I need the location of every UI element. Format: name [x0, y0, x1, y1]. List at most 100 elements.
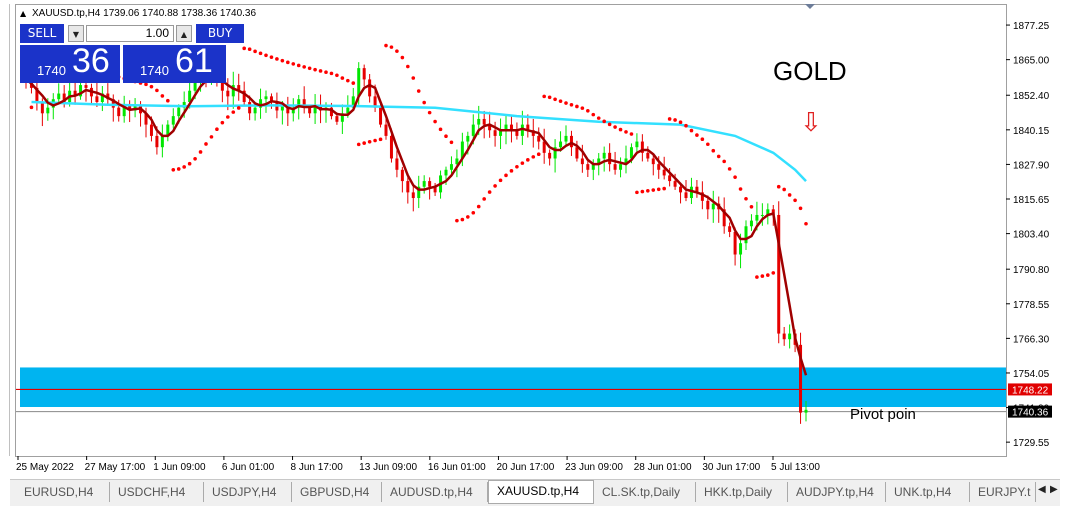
candle-body: [777, 214, 781, 334]
tabs-scroll-right-icon[interactable]: ▶: [1050, 484, 1058, 495]
candle-body: [602, 152, 606, 159]
sar-dot: [280, 58, 285, 63]
svg-text:1748.22: 1748.22: [1012, 385, 1049, 396]
candle-body: [384, 124, 388, 136]
candle-body: [100, 93, 104, 103]
tab-hkk[interactable]: HKK.tp,Daily: [696, 482, 788, 502]
tab-eurusd[interactable]: EURUSD,H4: [16, 482, 110, 502]
candle-body: [160, 135, 164, 148]
volume-up-icon[interactable]: ▲: [176, 25, 192, 42]
sar-dot: [416, 89, 421, 93]
sar-dot: [422, 100, 426, 105]
sar-dot: [722, 159, 726, 164]
tab-eurjpy[interactable]: EURJPY.t: [970, 482, 1036, 502]
volume-input[interactable]: 1.00: [86, 25, 174, 42]
candle-body: [411, 192, 415, 199]
candle-body: [122, 104, 126, 117]
tab-gbpusd[interactable]: GBPUSD,H4: [292, 482, 382, 502]
candle-body: [133, 104, 137, 111]
sar-dot: [558, 99, 563, 103]
candle-body: [111, 99, 115, 108]
buy-price-box[interactable]: 1740 61: [123, 42, 226, 83]
candle-body: [417, 186, 421, 199]
candle-body: [657, 164, 661, 170]
y-tick-label: 1778.55: [1013, 300, 1050, 311]
sar-dot: [367, 139, 372, 144]
sar-dot: [449, 140, 454, 145]
sar-dot: [515, 164, 519, 169]
scroll-marker[interactable]: [805, 4, 815, 9]
y-tick-label: 1877.25: [1013, 21, 1050, 32]
sar-dot: [651, 188, 656, 192]
candle-body: [782, 333, 786, 340]
tab-audjpy[interactable]: AUDJPY.tp,H4: [788, 482, 886, 502]
tab-audusd[interactable]: AUDUSD.tp,H4: [382, 482, 488, 502]
sar-dot: [351, 81, 356, 85]
tab-unk[interactable]: UNK.tp,H4: [886, 482, 970, 502]
sar-dot: [755, 275, 759, 279]
tab-xauusd[interactable]: XAUUSD.tp,H4: [488, 480, 594, 504]
sar-dot: [335, 73, 339, 78]
sar-dot: [635, 190, 639, 195]
pivot-label: Pivot poin: [850, 406, 916, 423]
sar-dot: [264, 53, 268, 58]
x-tick-label: 23 Jun 09:00: [565, 462, 623, 473]
sar-dot: [700, 137, 705, 142]
buy-button[interactable]: BUY: [196, 24, 244, 43]
header-arrow: ▲: [20, 9, 27, 18]
time-axis[interactable]: 25 May 2022 27 May 17:00 1 Jun 09:00 6 Jun …: [16, 456, 820, 473]
sar-dot: [400, 55, 405, 60]
sar-dot: [384, 43, 388, 48]
sell-button[interactable]: SELL: [20, 24, 64, 43]
sar-dot: [209, 135, 214, 139]
candle-body: [586, 164, 590, 170]
candle-body: [329, 107, 333, 117]
sar-dot: [378, 137, 383, 142]
candle-body: [689, 186, 693, 199]
candle-body: [357, 68, 361, 97]
sell-price-box[interactable]: 1740 36: [20, 42, 120, 83]
buy-price-prefix: 1740: [140, 63, 169, 78]
candle-body: [646, 152, 650, 159]
y-tick-label: 1865.00: [1013, 56, 1050, 67]
x-tick-label: 30 Jun 17:00: [702, 462, 760, 473]
volume-down-icon[interactable]: ▼: [68, 25, 84, 42]
sar-dot: [706, 142, 710, 147]
candle-body: [728, 226, 732, 232]
sar-dot: [760, 274, 765, 278]
candle-body: [629, 147, 633, 159]
sar-dot: [476, 204, 481, 209]
sar-dot: [346, 78, 350, 83]
sar-dot: [482, 197, 486, 201]
tab-clsk[interactable]: CL.SK.tp,Daily: [594, 482, 696, 502]
sar-dot: [618, 127, 623, 132]
candle-body: [57, 93, 61, 100]
x-tick-label: 28 Jun 01:00: [634, 462, 692, 473]
tab-usdchf[interactable]: USDCHF,H4: [110, 482, 204, 502]
tabs-scroll-left-icon[interactable]: ◀: [1038, 484, 1046, 495]
sar-dot: [695, 133, 699, 137]
sar-dot: [727, 167, 732, 171]
candle-body: [706, 200, 710, 210]
candle-body: [368, 79, 372, 97]
candle-body: [395, 158, 399, 170]
tab-usdjpy[interactable]: USDJPY,H4: [204, 482, 292, 502]
candle-body: [449, 164, 453, 170]
candle-body: [389, 135, 393, 159]
y-tick-label: 1729.55: [1013, 438, 1050, 449]
y-tick-label: 1766.30: [1013, 334, 1050, 345]
candle-body: [760, 214, 764, 216]
sar-dot: [286, 60, 290, 65]
sar-dot: [329, 71, 334, 76]
fast-moving-average: [25, 74, 808, 376]
y-tick-label: 1803.40: [1013, 230, 1050, 241]
sar-dot: [144, 82, 148, 87]
candle-body: [559, 141, 563, 148]
sar-dot: [526, 158, 530, 162]
candle-body: [597, 158, 601, 165]
sar-dot: [711, 148, 716, 153]
candle-body: [319, 104, 323, 111]
candle-body: [711, 203, 715, 210]
candle-body: [471, 124, 475, 136]
candle-body: [531, 130, 535, 136]
